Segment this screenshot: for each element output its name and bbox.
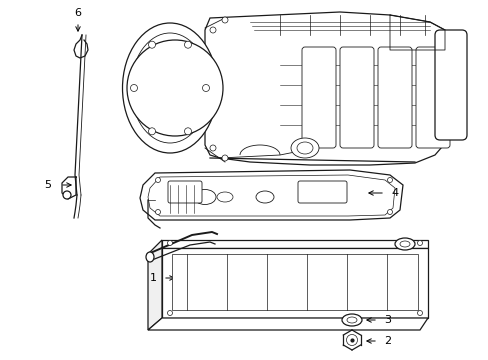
Text: 3: 3 <box>384 315 391 325</box>
Ellipse shape <box>256 191 273 203</box>
Circle shape <box>386 210 392 215</box>
Circle shape <box>184 128 191 135</box>
FancyBboxPatch shape <box>168 181 202 203</box>
Polygon shape <box>148 318 427 330</box>
Bar <box>162 248 427 318</box>
Ellipse shape <box>341 314 361 326</box>
Circle shape <box>417 310 422 315</box>
Circle shape <box>209 145 216 151</box>
Circle shape <box>148 41 155 48</box>
Text: 4: 4 <box>390 188 398 198</box>
Circle shape <box>386 177 392 183</box>
Circle shape <box>130 85 137 91</box>
Ellipse shape <box>146 252 154 262</box>
FancyBboxPatch shape <box>415 47 449 148</box>
Polygon shape <box>140 170 402 220</box>
Text: 5: 5 <box>44 180 51 190</box>
Circle shape <box>148 128 155 135</box>
FancyBboxPatch shape <box>377 47 411 148</box>
Circle shape <box>184 41 191 48</box>
Text: 1: 1 <box>149 273 156 283</box>
Ellipse shape <box>290 138 318 158</box>
Ellipse shape <box>394 238 414 250</box>
Text: 2: 2 <box>384 336 391 346</box>
Circle shape <box>167 310 172 315</box>
FancyBboxPatch shape <box>297 181 346 203</box>
Circle shape <box>222 17 227 23</box>
Polygon shape <box>204 12 457 165</box>
Circle shape <box>167 240 172 246</box>
Circle shape <box>209 27 216 33</box>
FancyBboxPatch shape <box>302 47 335 148</box>
Circle shape <box>155 177 160 183</box>
Circle shape <box>222 155 227 161</box>
Text: 6: 6 <box>74 8 81 18</box>
Ellipse shape <box>122 23 217 153</box>
Ellipse shape <box>131 33 208 143</box>
Circle shape <box>63 191 71 199</box>
Ellipse shape <box>194 189 216 204</box>
Ellipse shape <box>217 192 232 202</box>
Ellipse shape <box>296 142 312 154</box>
Circle shape <box>417 240 422 246</box>
Circle shape <box>202 85 209 91</box>
Polygon shape <box>148 240 162 330</box>
FancyBboxPatch shape <box>434 30 466 140</box>
Polygon shape <box>162 240 427 248</box>
Bar <box>172 254 417 310</box>
FancyBboxPatch shape <box>339 47 373 148</box>
Circle shape <box>155 210 160 215</box>
Circle shape <box>127 40 223 136</box>
